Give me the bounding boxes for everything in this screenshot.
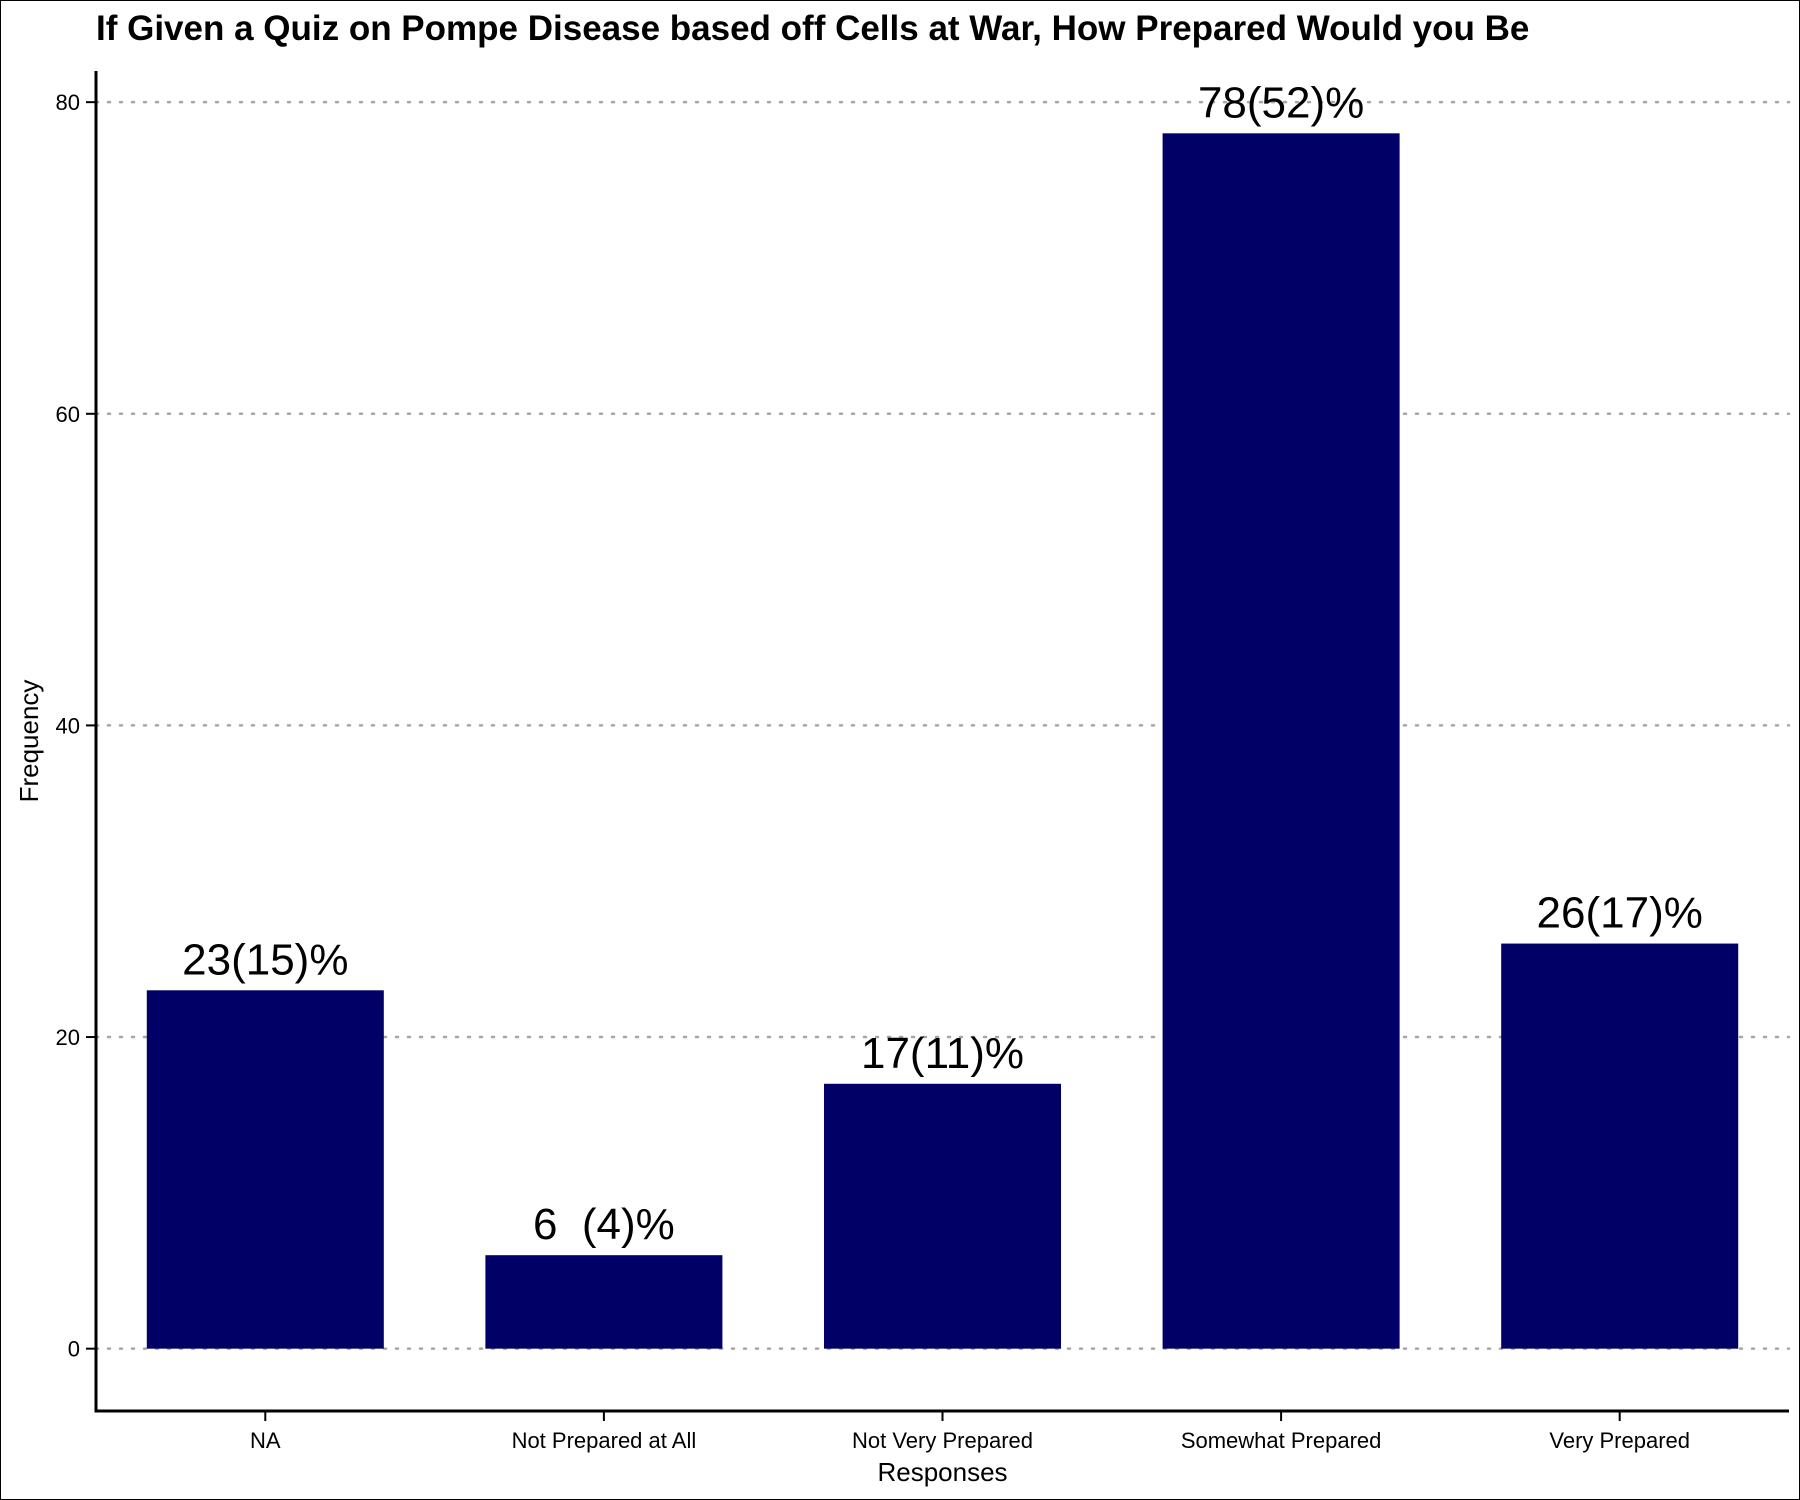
data-label-0: 23(15)% (182, 935, 348, 984)
bar-3 (1162, 133, 1400, 1349)
y-tick-label-0: 0 (68, 1337, 80, 1362)
x-tick-label-1: Not Prepared at All (512, 1428, 697, 1453)
bar-2 (823, 1083, 1062, 1349)
y-tick-label-20: 20 (56, 1025, 80, 1050)
y-tick-label-40: 40 (56, 713, 80, 738)
bar-4 (1501, 943, 1739, 1349)
bar-labels: 23(15)% 6 (4)% 17(11)% 78(52)% 26(17)% (182, 78, 1703, 1249)
axes: 0 20 40 60 80 NA Not Prepared at All Not Very P… (14, 71, 1789, 1487)
bar-0 (146, 990, 384, 1349)
data-label-3: 78(52)% (1198, 78, 1364, 127)
bars (146, 133, 1739, 1349)
chart-title: If Given a Quiz on Pompe Disease based o… (96, 9, 1530, 48)
x-tick-label-4: Very Prepared (1549, 1428, 1690, 1453)
bar-1 (485, 1255, 723, 1349)
y-axis-title: Frequency (14, 680, 44, 803)
x-tick-label-3: Somewhat Prepared (1181, 1428, 1382, 1453)
data-label-2: 17(11)% (861, 1029, 1024, 1078)
x-tick-label-0: NA (250, 1428, 281, 1453)
y-tick-label-80: 80 (56, 90, 80, 115)
data-label-4: 26(17)% (1537, 889, 1703, 938)
x-tick-label-2: Not Very Prepared (852, 1428, 1033, 1453)
y-tick-label-60: 60 (56, 402, 80, 427)
x-axis-title: Responses (877, 1457, 1007, 1487)
data-label-1: 6 (4)% (533, 1200, 675, 1249)
